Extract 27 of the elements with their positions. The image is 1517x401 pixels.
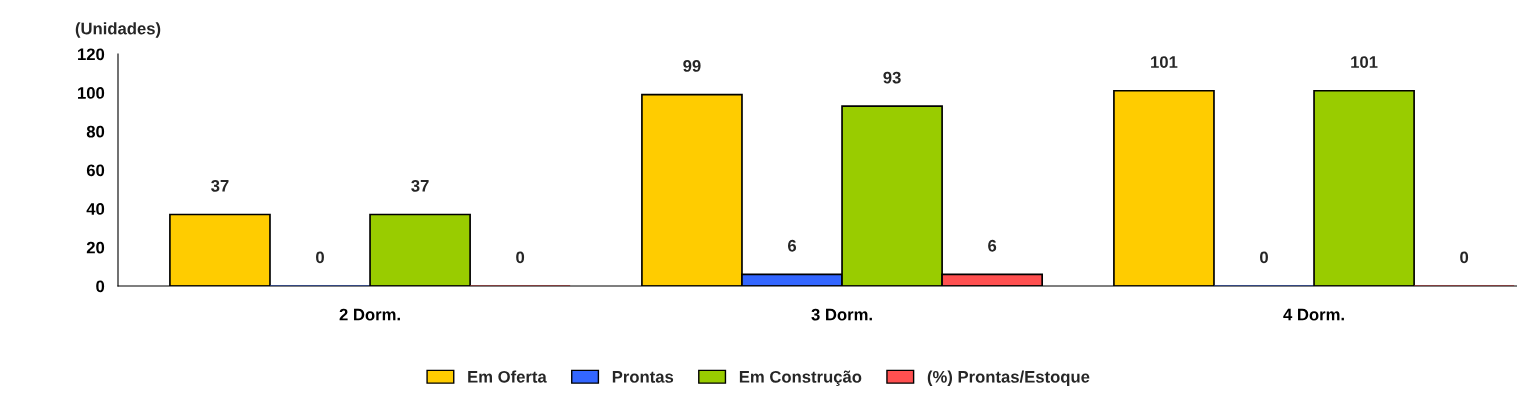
y-tick-label: 40: [86, 203, 105, 215]
x-tick-label: 2 Dorm.: [339, 308, 400, 321]
data-label: 0: [1460, 251, 1469, 264]
data-label: 37: [211, 179, 229, 192]
x-tick-label: 3 Dorm.: [811, 308, 872, 321]
data-label: 37: [411, 179, 429, 192]
y-tick-label: 20: [86, 241, 105, 254]
y-tick-label: 120: [78, 48, 105, 61]
data-label: 101: [1151, 56, 1178, 68]
legend-label: Em Construção: [739, 370, 862, 386]
data-label: 93: [883, 71, 901, 84]
legend-label: Em Oferta: [468, 370, 547, 383]
legend-label: Prontas: [612, 371, 674, 383]
data-label: 0: [1260, 251, 1268, 264]
data-label: 6: [787, 239, 797, 252]
y-tick-label: 100: [78, 87, 105, 99]
data-label: 0: [516, 251, 525, 264]
data-label: 6: [988, 239, 997, 252]
data-label: 99: [683, 60, 701, 72]
y-axis-title: (Unidades): [75, 22, 161, 38]
y-tick-label: 80: [86, 125, 105, 138]
y-tick-label: 60: [86, 164, 105, 177]
y-tick-label: 0: [96, 280, 105, 293]
data-label: 101: [1351, 56, 1378, 68]
x-tick-label: 4 Dorm.: [1283, 308, 1344, 321]
legend-label: (%) Prontas/Estoque: [927, 370, 1090, 386]
data-label: 0: [316, 251, 324, 264]
